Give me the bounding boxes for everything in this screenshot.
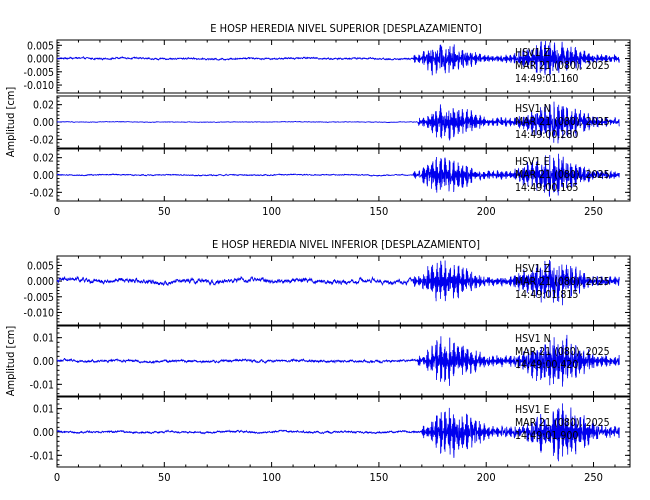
y-tick-label: 0.00 xyxy=(33,427,54,439)
record-date-label: MAR 21 (080), 2025 xyxy=(515,60,610,72)
y-axis-label: Amplitud [cm] xyxy=(4,87,17,158)
y-tick-label: 0.01 xyxy=(33,333,54,345)
y-tick-label: -0.01 xyxy=(30,450,54,462)
x-tick-label: 250 xyxy=(584,205,603,218)
record-time-label: 14:49:01.815 xyxy=(515,289,578,301)
station-channel-label: HSV1 Z xyxy=(515,263,551,275)
x-tick-label: 150 xyxy=(369,205,388,218)
y-tick-label: -0.02 xyxy=(30,134,54,146)
y-tick-label: 0.02 xyxy=(33,153,54,165)
y-tick-label: 0.005 xyxy=(27,40,54,52)
chart-title: E HOSP HEREDIA NIVEL INFERIOR [DESPLAZAM… xyxy=(212,238,480,251)
record-date-label: MAR 21 (080), 2025 xyxy=(515,169,610,181)
station-channel-label: HSV1 N xyxy=(515,103,551,115)
station-channel-label: HSV1 E xyxy=(515,156,550,168)
waveform-trace xyxy=(56,334,620,387)
station-channel-label: HSV1 N xyxy=(515,333,551,345)
y-tick-label: 0.02 xyxy=(33,100,54,112)
record-date-label: MAR 21 (080), 2025 xyxy=(515,417,610,429)
y-tick-label: 0.000 xyxy=(27,54,54,66)
waveform-trace xyxy=(56,40,620,76)
y-tick-label: 0.01 xyxy=(33,404,54,416)
record-time-label: 14:49:00.280 xyxy=(515,129,578,141)
x-tick-label: 50 xyxy=(158,205,171,218)
x-tick-label: 0 xyxy=(54,471,60,484)
y-tick-label: -0.005 xyxy=(24,292,54,304)
waveform-trace xyxy=(56,101,620,144)
y-tick-label: 0.00 xyxy=(33,170,54,182)
y-tick-label: 0.00 xyxy=(33,356,54,368)
record-time-label: 14:49:00.420 xyxy=(515,359,578,371)
chart-nivel-superior: E HOSP HEREDIA NIVEL SUPERIOR [DESPLAZAM… xyxy=(4,22,631,218)
y-tick-label: -0.02 xyxy=(30,187,54,199)
station-channel-label: HSV1 E xyxy=(515,404,550,416)
station-channel-label: HSV1 Z xyxy=(515,47,551,59)
y-tick-label: 0.005 xyxy=(27,260,54,272)
y-axis-label: Amplitud [cm] xyxy=(4,326,17,397)
y-tick-label: -0.010 xyxy=(24,307,54,319)
y-tick-label: -0.005 xyxy=(24,67,54,79)
record-date-label: MAR 21 (080), 2025 xyxy=(515,346,610,358)
chart-title: E HOSP HEREDIA NIVEL SUPERIOR [DESPLAZAM… xyxy=(210,22,482,35)
y-tick-label: 0.00 xyxy=(33,117,54,129)
waveform-trace xyxy=(56,403,620,462)
y-tick-label: -0.01 xyxy=(30,379,54,391)
x-tick-label: 200 xyxy=(477,471,496,484)
x-tick-label: 50 xyxy=(158,471,171,484)
x-tick-label: 200 xyxy=(477,205,496,218)
waveform-trace xyxy=(56,259,620,306)
record-time-label: 14:49:01.900 xyxy=(515,430,578,442)
x-tick-label: 150 xyxy=(369,471,388,484)
x-tick-label: 250 xyxy=(584,471,603,484)
waveform-trace xyxy=(56,153,620,197)
record-time-label: 14:49:00.165 xyxy=(515,182,578,194)
y-tick-label: -0.010 xyxy=(24,80,54,92)
x-tick-label: 100 xyxy=(262,205,281,218)
record-date-label: MAR 21 (080), 2025 xyxy=(515,116,610,128)
x-tick-label: 100 xyxy=(262,471,281,484)
chart-nivel-inferior: E HOSP HEREDIA NIVEL INFERIOR [DESPLAZAM… xyxy=(4,238,631,484)
x-tick-label: 0 xyxy=(54,205,60,218)
y-tick-label: 0.000 xyxy=(27,276,54,288)
record-time-label: 14:49:01.160 xyxy=(515,73,578,85)
record-date-label: MAR 21 (080), 2025 xyxy=(515,276,610,288)
